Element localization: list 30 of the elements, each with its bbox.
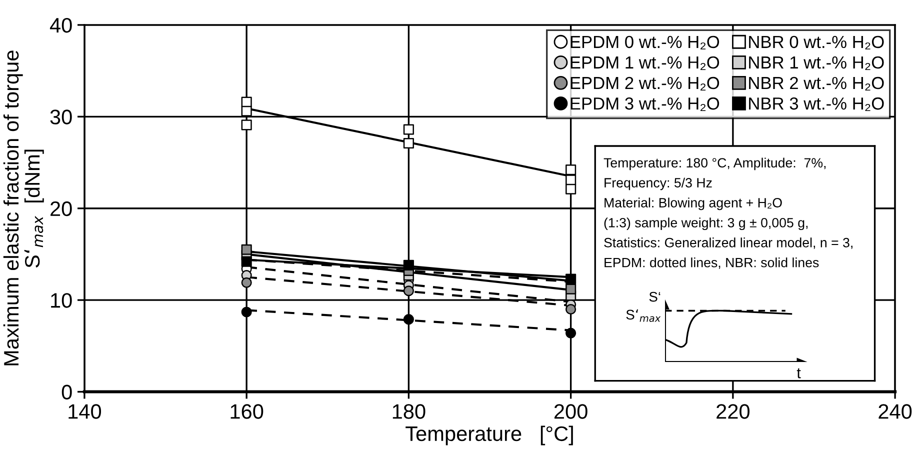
annotation: S‘$_{max}$ bbox=[626, 309, 661, 322]
legend-label: EPDM 1 wt.-% H₂O bbox=[570, 56, 720, 70]
y-tick-label: 30 bbox=[50, 110, 72, 124]
x-tick-label: 220 bbox=[716, 404, 750, 419]
y-axis-title: Maximum elastic fraction of torque S‘$_{max}$ [dNm] bbox=[3, 50, 44, 366]
x-tick-label: 180 bbox=[392, 404, 426, 419]
annotation: Material: Blowing agent + H₂O bbox=[604, 198, 782, 210]
y-tick-label: 40 bbox=[50, 18, 72, 33]
legend-label: EPDM 3 wt.-% H₂O bbox=[570, 97, 720, 111]
legend-label: NBR 3 wt.-% H₂O bbox=[749, 97, 884, 111]
annotation: (1:3) sample weight: 3 g ± 0,005 g, bbox=[604, 218, 808, 230]
annotation: Statistics: Generalized linear model, n = 3, bbox=[604, 238, 852, 249]
x-tick-label: 160 bbox=[230, 404, 264, 419]
x-tick-label: 240 bbox=[878, 404, 912, 419]
legend-label: EPDM 0 wt.-% H₂O bbox=[570, 36, 720, 50]
annotation: S‘ bbox=[649, 292, 660, 302]
x-tick-label: 140 bbox=[68, 404, 102, 419]
annotation: Frequency: 5/3 Hz bbox=[604, 178, 712, 190]
y-tick-label: 20 bbox=[50, 201, 72, 216]
legend-label: NBR 2 wt.-% H₂O bbox=[749, 76, 884, 90]
x-axis-title: Temperature [°C] bbox=[406, 426, 573, 446]
annotation: EPDM: dotted lines, NBR: solid lines bbox=[604, 258, 819, 269]
legend-label: NBR 1 wt.-% H₂O bbox=[749, 56, 884, 70]
annotation: Temperature: 180 °C, Amplitude: 7%, bbox=[604, 158, 826, 170]
annotation: t bbox=[796, 368, 801, 378]
y-tick-label: 10 bbox=[51, 293, 72, 308]
y-tick-label: 0 bbox=[62, 384, 72, 400]
legend-label: NBR 0 wt.-% H₂O bbox=[749, 36, 884, 50]
x-tick-label: 200 bbox=[554, 404, 588, 419]
legend-label: EPDM 2 wt.-% H₂O bbox=[570, 76, 720, 90]
